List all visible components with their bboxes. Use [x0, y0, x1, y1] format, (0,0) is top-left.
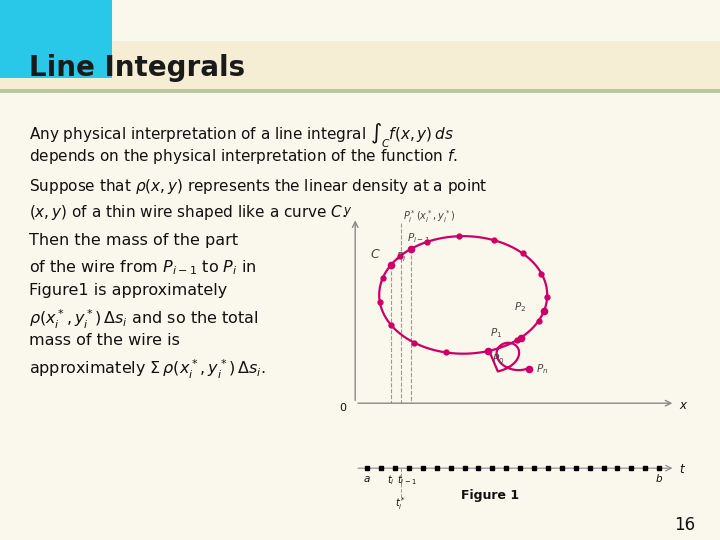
Text: Any physical interpretation of a line integral $\int_C f(x, y)\, ds$: Any physical interpretation of a line in… [29, 122, 454, 150]
Text: Suppose that $\rho(x, y)$ represents the linear density at a point: Suppose that $\rho(x, y)$ represents the… [29, 177, 487, 196]
Text: $\rho(x_i^*, y_i^*)\, \Delta s_i$ and so the total: $\rho(x_i^*, y_i^*)\, \Delta s_i$ and so… [29, 308, 258, 331]
Text: $P_n$: $P_n$ [536, 362, 548, 376]
Text: $t$: $t$ [679, 463, 686, 476]
Text: $t_i^*$: $t_i^*$ [395, 495, 406, 511]
Text: $t_{i-1}$: $t_{i-1}$ [397, 473, 416, 487]
Text: 16: 16 [674, 516, 695, 534]
Text: depends on the physical interpretation of the function $f$.: depends on the physical interpretation o… [29, 147, 458, 166]
Text: mass of the wire is: mass of the wire is [29, 333, 180, 348]
Text: $0$: $0$ [339, 401, 348, 413]
Text: $P_1$: $P_1$ [490, 327, 503, 340]
Text: $P_i^*(x_i^*, y_i^*)$: $P_i^*(x_i^*, y_i^*)$ [403, 208, 455, 225]
Text: $(x, y)$ of a thin wire shaped like a curve $C$.: $(x, y)$ of a thin wire shaped like a cu… [29, 202, 346, 221]
Text: $P_i$: $P_i$ [396, 250, 406, 264]
Text: $P_0$: $P_0$ [492, 352, 505, 366]
Text: Figure 1: Figure 1 [461, 489, 518, 503]
Text: Then the mass of the part: Then the mass of the part [29, 233, 238, 248]
Text: Line Integrals: Line Integrals [29, 53, 245, 82]
Text: $C$: $C$ [369, 248, 380, 261]
Text: $a$: $a$ [364, 474, 371, 484]
Text: $t_i$: $t_i$ [387, 473, 395, 487]
Text: $y$: $y$ [343, 206, 353, 219]
Text: Figure1 is approximately: Figure1 is approximately [29, 283, 227, 298]
Text: approximately $\Sigma\, \rho(x_i^*, y_i^*)\, \Delta s_i.$: approximately $\Sigma\, \rho(x_i^*, y_i^… [29, 357, 265, 381]
Text: $P_2$: $P_2$ [513, 300, 526, 314]
Text: $x$: $x$ [679, 400, 688, 413]
Text: $P_{i-1}$: $P_{i-1}$ [407, 232, 430, 246]
Text: of the wire from $P_{i-1}$ to $P_i$ in: of the wire from $P_{i-1}$ to $P_i$ in [29, 258, 256, 277]
Text: $b$: $b$ [655, 472, 663, 484]
